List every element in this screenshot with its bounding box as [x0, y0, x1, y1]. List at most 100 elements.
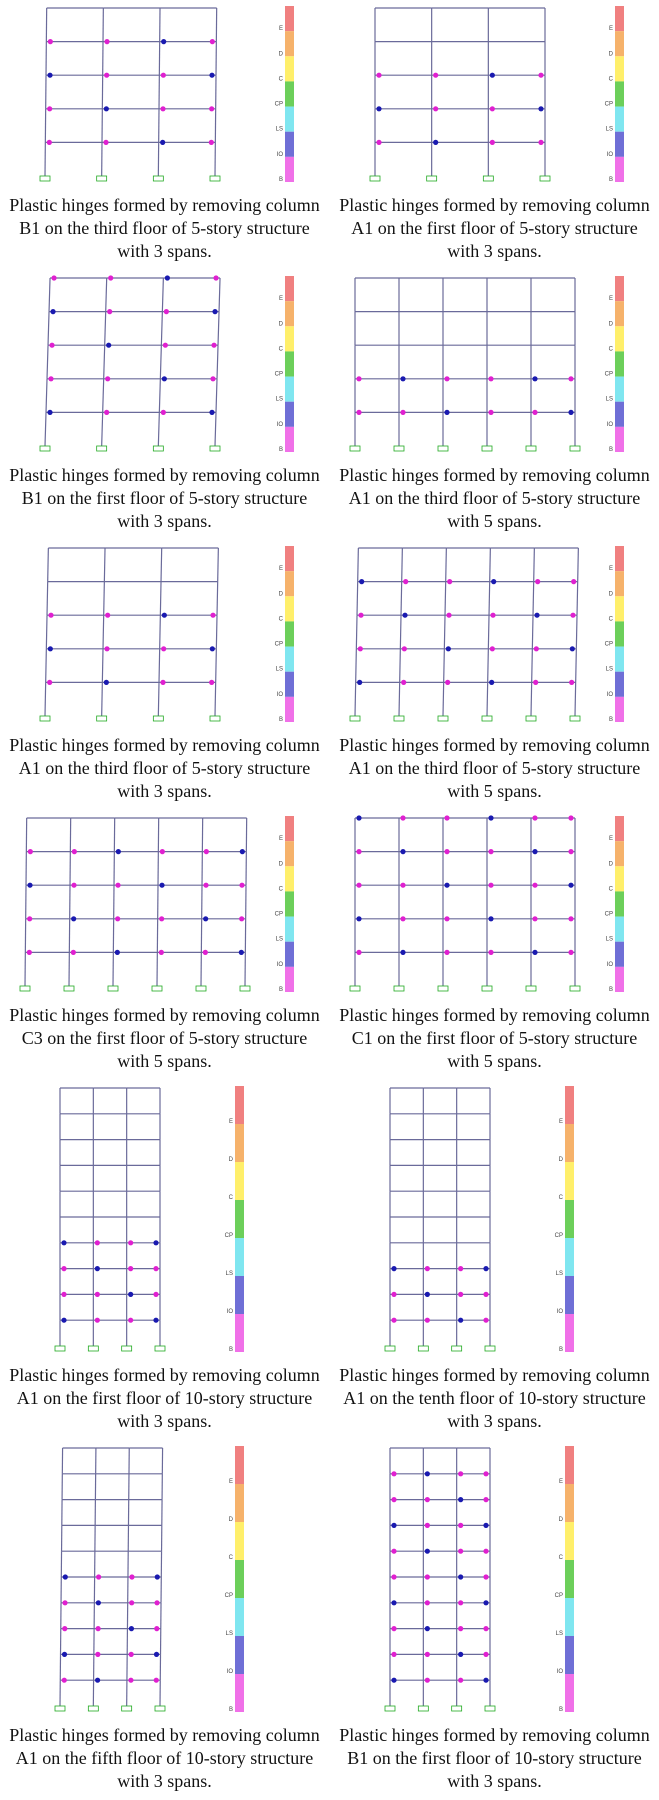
- support: [88, 1346, 98, 1351]
- legend-swatch: [615, 6, 624, 31]
- legend-swatch: [285, 571, 294, 596]
- column: [444, 615, 445, 649]
- plastic-hinge: [568, 849, 573, 854]
- plastic-hinge: [162, 613, 167, 618]
- plastic-hinge: [27, 916, 32, 921]
- figure-caption: Plastic hinges formed by removing column…: [0, 1360, 329, 1433]
- legend-level: IO: [557, 1309, 564, 1315]
- figure-caption: Plastic hinges formed by removing column…: [330, 730, 659, 803]
- support: [40, 176, 50, 181]
- plastic-hinge: [209, 410, 214, 415]
- legend-level: B: [609, 717, 613, 723]
- legend-swatch: [285, 891, 294, 916]
- plastic-hinge: [490, 73, 495, 78]
- figure-caption: Plastic hinges formed by removing column…: [0, 460, 329, 533]
- plastic-hinge: [212, 309, 217, 314]
- plastic-hinge: [71, 950, 76, 955]
- plastic-hinge: [533, 680, 538, 685]
- plastic-hinge: [532, 815, 537, 820]
- legend-level: C: [609, 76, 614, 82]
- legend-swatch: [235, 1276, 244, 1314]
- plastic-hinge: [356, 950, 361, 955]
- legend-swatch: [285, 301, 294, 326]
- plastic-hinge: [400, 849, 405, 854]
- column: [104, 582, 105, 616]
- legend-swatch: [615, 276, 624, 301]
- plastic-hinge: [425, 1549, 430, 1554]
- legend-level: E: [609, 26, 613, 32]
- legend-level: B: [609, 987, 613, 993]
- legend-swatch: [285, 546, 294, 571]
- legend-level: B: [229, 1347, 233, 1353]
- plastic-hinge: [458, 1549, 463, 1554]
- legend-level: LS: [556, 1271, 563, 1277]
- legend-level: B: [559, 1347, 563, 1353]
- plastic-hinge: [458, 1574, 463, 1579]
- column: [103, 379, 104, 413]
- plastic-hinge: [95, 1318, 100, 1323]
- support: [418, 1706, 428, 1711]
- legend-level: CP: [605, 642, 613, 648]
- plastic-hinge: [358, 646, 363, 651]
- plastic-hinge: [402, 646, 407, 651]
- plastic-hinge: [490, 613, 495, 618]
- column: [533, 582, 534, 616]
- legend-level: E: [559, 1119, 563, 1125]
- plastic-hinge: [48, 376, 53, 381]
- plastic-hinge: [61, 1266, 66, 1271]
- plastic-hinge: [61, 1318, 66, 1323]
- column: [102, 649, 103, 683]
- legend-swatch: [285, 917, 294, 942]
- legend-swatch: [565, 1200, 574, 1238]
- column: [215, 682, 216, 716]
- legend-swatch: [565, 1276, 574, 1314]
- column: [104, 548, 105, 582]
- legend-swatch: [235, 1124, 244, 1162]
- legend-level: C: [229, 1195, 234, 1201]
- column: [216, 615, 217, 649]
- legend-level: IO: [557, 1669, 564, 1675]
- legend-swatch: [285, 31, 294, 56]
- plastic-hinge: [63, 1574, 68, 1579]
- plastic-hinge: [71, 883, 76, 888]
- plastic-hinge: [433, 106, 438, 111]
- legend-level: IO: [607, 692, 614, 698]
- plastic-hinge: [239, 883, 244, 888]
- plastic-hinge: [161, 646, 166, 651]
- plastic-hinge: [570, 646, 575, 651]
- plastic-hinge: [400, 950, 405, 955]
- support: [350, 986, 360, 991]
- legend-swatch: [615, 917, 624, 942]
- legend-level: IO: [607, 962, 614, 968]
- plastic-hinge: [400, 916, 405, 921]
- support: [452, 1346, 462, 1351]
- plastic-hinge: [128, 1678, 133, 1683]
- legend-level: C: [279, 346, 284, 352]
- plastic-hinge: [458, 1318, 463, 1323]
- plastic-hinge: [483, 1652, 488, 1657]
- legend-swatch: [285, 56, 294, 81]
- column: [490, 548, 491, 582]
- legend-level: C: [279, 616, 284, 622]
- legend-swatch: [235, 1636, 244, 1674]
- legend-swatch: [615, 816, 624, 841]
- legend-swatch: [285, 942, 294, 967]
- legend-swatch: [615, 546, 624, 571]
- support: [210, 446, 220, 451]
- support: [438, 716, 448, 721]
- column: [445, 582, 446, 616]
- legend-level: E: [609, 296, 613, 302]
- legend-level: LS: [276, 397, 283, 403]
- plastic-hinge: [391, 1318, 396, 1323]
- plastic-hinge: [48, 646, 53, 651]
- plastic-hinge: [153, 1266, 158, 1271]
- plastic-hinge: [490, 646, 495, 651]
- plastic-hinge: [27, 950, 32, 955]
- column: [215, 412, 216, 446]
- support: [88, 1706, 98, 1711]
- plastic-hinge: [239, 950, 244, 955]
